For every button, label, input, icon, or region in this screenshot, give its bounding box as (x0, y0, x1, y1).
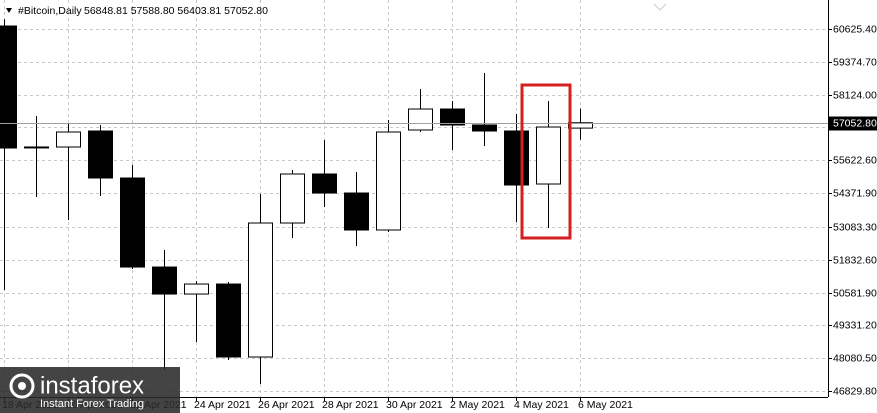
candle-body (504, 130, 529, 186)
y-tick-label: 60625.40 (833, 23, 877, 35)
scroll-marker (653, 3, 667, 11)
candle-body (472, 124, 497, 132)
menu-triangle[interactable] (6, 8, 12, 13)
candle-body (408, 108, 433, 131)
y-tick-label: 58124.00 (833, 89, 877, 101)
watermark-logo (18, 382, 26, 390)
y-tick-label: 59374.70 (833, 56, 877, 68)
x-tick-label: 24 Apr 2021 (194, 399, 251, 411)
candle-body (120, 177, 145, 268)
candle-body (24, 146, 49, 149)
candle-body (216, 283, 241, 358)
candle-body (88, 130, 113, 179)
candle-body (248, 222, 273, 358)
candle-body (280, 173, 305, 224)
y-tick-label: 46829.80 (833, 385, 877, 397)
watermark: instaforex Instant Forex Trading (0, 367, 180, 413)
candle-body (152, 266, 177, 295)
candles (0, 19, 828, 385)
x-tick-label: 26 Apr 2021 (258, 399, 315, 411)
y-tick-label: 54371.90 (833, 187, 877, 199)
watermark-logo (9, 373, 35, 399)
y-tick-label: 55622.60 (833, 154, 877, 166)
candle-body (312, 173, 337, 194)
x-tick-label: 4 May 2021 (514, 399, 569, 411)
y-tick-label: 51832.60 (833, 254, 877, 266)
last-price-box (829, 116, 877, 131)
watermark-tagline: Instant Forex Trading (40, 398, 144, 410)
candle-body (184, 283, 209, 295)
candle-body (536, 126, 561, 185)
candle-body (440, 108, 465, 126)
y-tick-label: 48080.50 (833, 352, 877, 364)
ohlc-label: 56848.81 57588.80 56403.81 57052.80 (84, 5, 268, 17)
last-price-label: 57052.80 (833, 117, 877, 129)
candle-body (0, 25, 17, 149)
candle-body (56, 131, 81, 148)
watermark-text: instaforex (40, 372, 144, 399)
candle-body (376, 131, 401, 231)
candle-body (344, 192, 369, 231)
x-tick-label: 30 Apr 2021 (386, 399, 443, 411)
x-tick-label: 28 Apr 2021 (322, 399, 379, 411)
highlight-box (520, 83, 572, 240)
watermark-bg (0, 367, 180, 413)
x-tick-label: 6 May 2021 (578, 399, 633, 411)
y-tick-label: 50581.90 (833, 287, 877, 299)
y-tick-label: 49331.20 (833, 319, 877, 331)
x-tick-label: 2 May 2021 (450, 399, 505, 411)
y-tick-label: 53083.30 (833, 221, 877, 233)
chart-title: #Bitcoin,Daily (18, 5, 82, 17)
